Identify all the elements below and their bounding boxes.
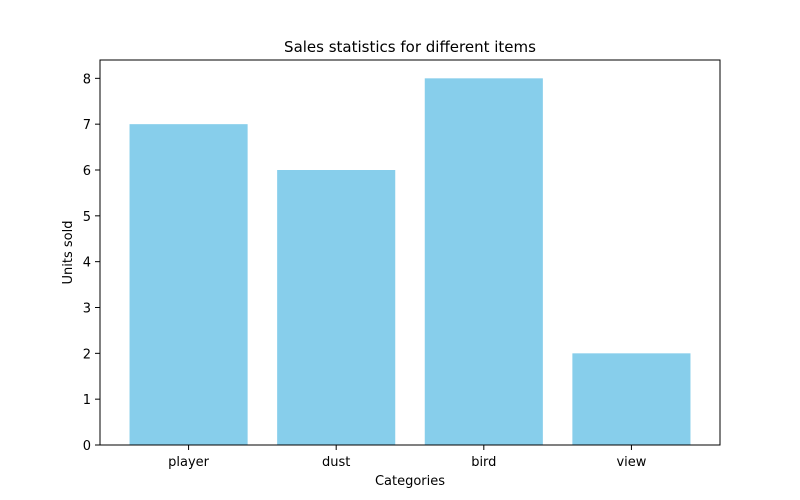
x-tick-label: player xyxy=(168,455,210,470)
y-tick-label: 7 xyxy=(83,118,91,133)
y-tick-label: 6 xyxy=(83,164,91,179)
x-axis-ticks: player dust bird view xyxy=(168,445,647,470)
y-tick-label: 4 xyxy=(83,256,91,271)
y-tick-label: 0 xyxy=(83,439,91,454)
x-tick-label: view xyxy=(616,455,646,470)
x-tick-label: bird xyxy=(471,455,496,470)
bar-dust xyxy=(277,170,396,445)
y-axis-ticks: 0 1 2 3 4 5 6 7 8 xyxy=(83,72,100,454)
bars-group xyxy=(129,78,691,446)
bar-bird xyxy=(424,78,543,445)
plot-frame xyxy=(99,59,721,446)
y-tick-label: 8 xyxy=(83,72,91,87)
chart-title: Sales statistics for different items xyxy=(284,38,536,56)
y-tick-label: 1 xyxy=(83,393,91,408)
bar-view xyxy=(572,353,691,445)
x-tick-label: dust xyxy=(322,455,350,470)
bar-player xyxy=(129,124,248,446)
y-axis-title: Units sold xyxy=(61,221,76,285)
y-tick-label: 2 xyxy=(83,347,91,362)
y-tick-label: 3 xyxy=(83,302,91,317)
y-tick-label: 5 xyxy=(83,210,91,225)
x-axis-title: Categories xyxy=(375,474,445,489)
